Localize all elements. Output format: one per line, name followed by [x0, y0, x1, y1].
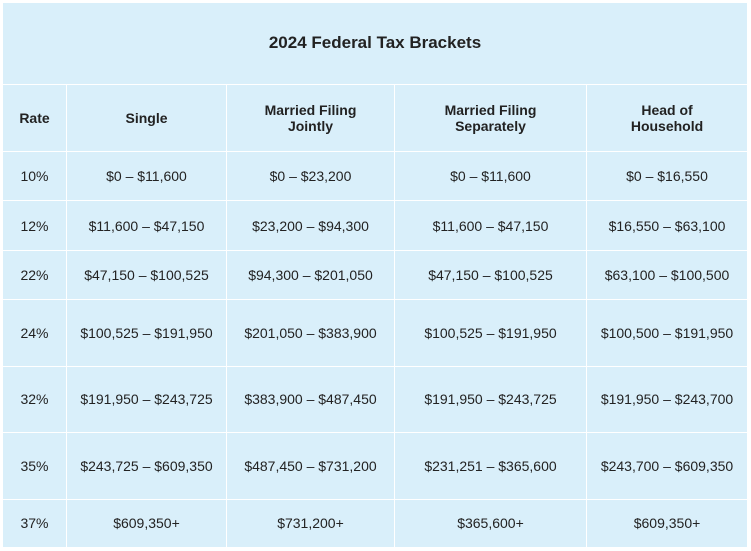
header-hoh-line2: Household	[630, 117, 704, 134]
table-title: 2024 Federal Tax Brackets	[1, 2, 749, 85]
header-married-separately: Married Filing Separately	[394, 83, 587, 153]
separate-cell: $191,950 – $243,725	[394, 365, 587, 434]
rate-cell: 37%	[2, 498, 67, 549]
table-row: 32% $191,950 – $243,725 $383,900 – $487,…	[2, 365, 749, 434]
header-rate: Rate	[2, 83, 67, 153]
rate-cell: 24%	[2, 299, 67, 367]
hoh-cell: $0 – $16,550	[585, 151, 749, 202]
single-cell: $11,600 – $47,150	[66, 200, 227, 251]
rate-cell: 35%	[2, 432, 67, 500]
header-head-of-household: Head of Household	[585, 83, 749, 153]
rate-cell: 12%	[2, 200, 67, 251]
joint-cell: $94,300 – $201,050	[226, 249, 395, 301]
header-married-jointly-line2: Jointly	[287, 117, 334, 134]
joint-cell: $0 – $23,200	[226, 151, 395, 202]
header-rate-label: Rate	[19, 109, 50, 126]
hoh-cell: $191,950 – $243,700	[585, 365, 749, 434]
single-cell: $0 – $11,600	[66, 151, 227, 202]
single-cell: $243,725 – $609,350	[66, 432, 227, 500]
header-married-separately-line2: Separately	[455, 117, 526, 134]
title-row: 2024 Federal Tax Brackets	[1, 2, 749, 85]
header-single: Single	[66, 83, 227, 153]
single-cell: $47,150 – $100,525	[66, 249, 227, 301]
separate-cell: $0 – $11,600	[394, 151, 587, 202]
table-row: 10% $0 – $11,600 $0 – $23,200 $0 – $11,6…	[2, 151, 749, 202]
separate-cell: $231,251 – $365,600	[394, 432, 587, 500]
joint-cell: $731,200+	[226, 498, 395, 549]
table-row: 37% $609,350+ $731,200+ $365,600+ $609,3…	[2, 498, 749, 549]
joint-cell: $487,450 – $731,200	[226, 432, 395, 500]
separate-cell: $11,600 – $47,150	[394, 200, 587, 251]
hoh-cell: $243,700 – $609,350	[585, 432, 749, 500]
single-cell: $609,350+	[66, 498, 227, 549]
rate-cell: 22%	[2, 249, 67, 301]
table-row: 35% $243,725 – $609,350 $487,450 – $731,…	[2, 432, 749, 500]
hoh-cell: $100,500 – $191,950	[585, 299, 749, 367]
hoh-cell: $609,350+	[585, 498, 749, 549]
header-married-jointly: Married Filing Jointly	[226, 83, 395, 153]
separate-cell: $47,150 – $100,525	[394, 249, 587, 301]
table-row: 24% $100,525 – $191,950 $201,050 – $383,…	[2, 299, 749, 367]
separate-cell: $100,525 – $191,950	[394, 299, 587, 367]
joint-cell: $201,050 – $383,900	[226, 299, 395, 367]
header-row: Rate Single Married Filing Jointly Marrie…	[2, 83, 749, 153]
separate-cell: $365,600+	[394, 498, 587, 549]
header-single-label: Single	[125, 109, 168, 126]
header-hoh-line1: Head of	[641, 101, 693, 118]
joint-cell: $383,900 – $487,450	[226, 365, 395, 434]
header-married-separately-line1: Married Filing	[444, 101, 537, 118]
single-cell: $191,950 – $243,725	[66, 365, 227, 434]
joint-cell: $23,200 – $94,300	[226, 200, 395, 251]
rate-cell: 32%	[2, 365, 67, 434]
table-row: 22% $47,150 – $100,525 $94,300 – $201,05…	[2, 249, 749, 301]
table-row: 12% $11,600 – $47,150 $23,200 – $94,300 …	[2, 200, 749, 251]
hoh-cell: $16,550 – $63,100	[585, 200, 749, 251]
rate-cell: 10%	[2, 151, 67, 202]
header-married-jointly-line1: Married Filing	[264, 101, 357, 118]
hoh-cell: $63,100 – $100,500	[585, 249, 749, 301]
single-cell: $100,525 – $191,950	[66, 299, 227, 367]
